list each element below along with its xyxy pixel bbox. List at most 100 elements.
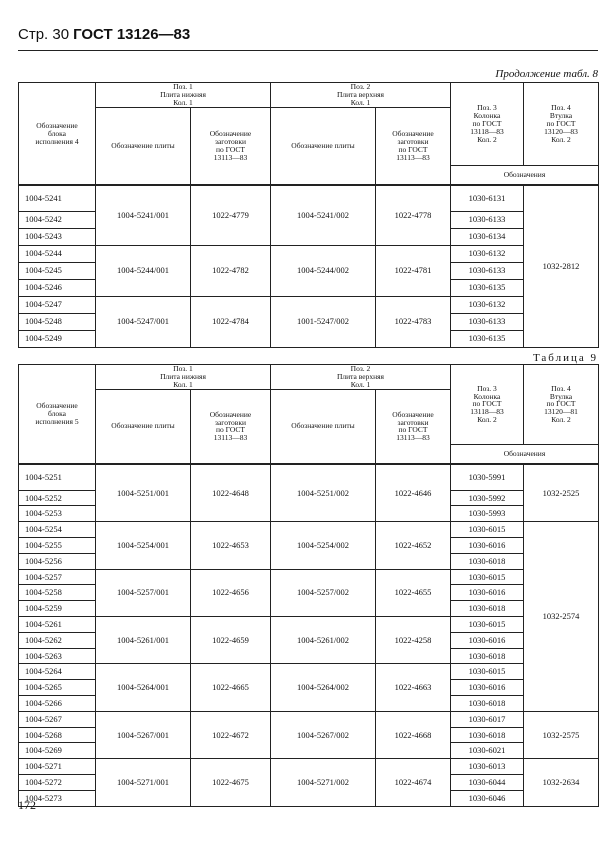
block-code: 1004-5257 <box>18 568 96 586</box>
header-cell: Поз. 1 Плита нижняя Кол. 1 <box>95 82 271 108</box>
table-row: 1004-5249 1030-6135 <box>18 329 599 348</box>
header-line: по ГОСТ <box>472 399 502 409</box>
column-code: 1030-6021 <box>450 742 524 760</box>
part-code: 1004-5241/002 <box>270 184 376 246</box>
header-line: по ГОСТ <box>216 425 245 435</box>
header-line: блока <box>48 409 66 419</box>
header-line: 13113—83 <box>213 152 248 162</box>
block-code: 1004-5244 <box>18 244 96 263</box>
header-line: Плита нижняя <box>160 89 206 99</box>
column-code: 1030-6015 <box>450 568 524 586</box>
column-code: 1030-6132 <box>450 295 524 314</box>
table-row: 1004-5267 1004-5267/001 1022-4672 1004-5267… <box>18 710 599 760</box>
table-caption: Таблица 9 <box>532 352 598 364</box>
part-code: 1022-4655 <box>375 568 451 618</box>
column-code: 1030-6134 <box>450 227 524 246</box>
part-code: 1004-5257/002 <box>270 568 376 618</box>
part-code: 1004-5271/002 <box>270 758 376 807</box>
header-cell: Обозначения <box>450 164 599 186</box>
part-code: 1004-5254/001 <box>95 521 191 570</box>
header-line: Кол. 2 <box>477 134 497 144</box>
block-code: 1004-5267 <box>18 710 96 728</box>
block-code: 1004-5256 <box>18 552 96 570</box>
header-line: Поз. 4 <box>551 383 571 393</box>
part-code: 1022-4674 <box>375 758 451 807</box>
header-line: 13113—83 <box>213 433 248 443</box>
block-code: 1004-5263 <box>18 647 96 665</box>
table-row: 1004-5263 1030-6018 <box>18 647 599 665</box>
block-code: 1004-5241 <box>18 184 96 212</box>
header-line: Поз. 3 <box>477 103 497 113</box>
block-code: 1004-5246 <box>18 278 96 297</box>
header-line: Колонка <box>473 391 501 401</box>
header-line: Поз. 1 <box>173 82 193 91</box>
column-code: 1030-6018 <box>450 647 524 665</box>
table-row: 1004-5262 1030-6016 <box>18 631 599 649</box>
table-row: 1004-5258 1030-6016 <box>18 584 599 602</box>
column-code: 1030-6015 <box>450 616 524 633</box>
header-line: Поз. 3 <box>477 383 497 393</box>
part-code: 1004-5254/002 <box>270 521 376 570</box>
header-cell: Поз. 4 Втулка по ГОСТ 13120—83 Кол. 2 <box>523 82 599 166</box>
header-line: 13118—83 <box>470 126 504 136</box>
header-line: Кол. 1 <box>350 379 371 389</box>
block-code: 1004-5254 <box>18 521 96 539</box>
header-cell: Поз. 2 Плита верхняя Кол. 1 <box>270 82 451 108</box>
header-line: Обозначение <box>209 129 252 139</box>
header-line: 13113—83 <box>396 152 430 162</box>
header-line: Обозначение <box>392 129 434 139</box>
block-code: 1004-5265 <box>18 679 96 696</box>
table-row: 1004-5244 1004-5244/001 1022-4782 1004-5244… <box>18 244 599 297</box>
header-cell: Обозначение заготовки по ГОСТ 13113—83 <box>190 106 271 186</box>
part-code: 1022-4258 <box>375 615 451 665</box>
table-row: 1004-5247 1004-5247/001 1022-4784 1001-5247… <box>18 295 599 348</box>
header-line: по ГОСТ <box>472 118 502 128</box>
block-code: 1004-5243 <box>18 227 96 246</box>
table-row: 1004-5251 1004-5251/001 1022-4648 1004-5251… <box>18 463 599 523</box>
part-code: 1004-5264/001 <box>95 663 191 712</box>
column-code: 1030-6013 <box>450 758 524 775</box>
part-code: 1022-4648 <box>190 463 271 523</box>
column-code: 1030-6018 <box>450 694 524 712</box>
part-code: 1004-5261/002 <box>270 615 376 665</box>
table-body: 1004-5241 1004-5241/001 1022-4779 1004-5241… <box>18 184 599 348</box>
column-code: 1030-6017 <box>450 710 524 728</box>
header-cell: Обозначение плиты <box>270 106 376 186</box>
header-line: Колонка <box>473 111 501 120</box>
column-code: 1030-5991 <box>450 463 524 491</box>
table-head: Обозначение блока исполнения 4 Поз. 1 Плита … <box>18 82 599 186</box>
header-line: по ГОСТ <box>546 118 576 128</box>
table-row: 1004-5245 1030-6133 <box>18 261 599 280</box>
table: Обозначение блока исполнения 4 Поз. 1 Плита … <box>18 82 599 348</box>
page-number: 172 <box>18 798 36 812</box>
column-code: 1030-6135 <box>450 329 524 348</box>
bushing-code: 1032-2575 <box>523 710 599 760</box>
header-cell: Поз. 3 Колонка по ГОСТ 13118—83 Кол. 2 <box>450 364 524 445</box>
header-line: Плита верхняя <box>337 371 384 381</box>
page-header: Стр. 30 ГОСТ 13126—83 <box>18 26 190 43</box>
part-code: 1004-5244/002 <box>270 244 376 297</box>
standard-code: ГОСТ 13126—83 <box>73 26 191 43</box>
block-code: 1004-5261 <box>18 616 96 633</box>
block-code: 1004-5247 <box>18 295 96 314</box>
part-code: 1022-4665 <box>190 663 271 712</box>
header-line: Втулка <box>549 391 573 401</box>
block-code: 1004-5259 <box>18 600 96 617</box>
block-code: 1004-5266 <box>18 694 96 712</box>
part-code: 1004-5247/001 <box>95 295 191 348</box>
column-code: 1030-5993 <box>450 505 524 523</box>
block-code: 1004-5273 <box>18 789 96 807</box>
column-code: 1030-6016 <box>450 537 524 554</box>
header-line: по ГОСТ <box>546 399 576 409</box>
part-code: 1022-4781 <box>375 244 451 297</box>
block-code: 1004-5251 <box>18 463 96 491</box>
part-code: 1022-4663 <box>375 663 451 712</box>
column-code: 1030-6016 <box>450 584 524 602</box>
header-line: исполнения 5 <box>35 417 79 426</box>
table: Обозначение блока исполнения 5 Поз. 1 Плита … <box>18 364 599 807</box>
column-code: 1030-6135 <box>450 278 524 297</box>
header-line: исполнения 4 <box>35 136 79 146</box>
column-code: 1030-6132 <box>450 244 524 263</box>
part-code: 1004-5251/002 <box>270 463 376 523</box>
table-row: 1004-5272 1030-6044 <box>18 773 599 791</box>
